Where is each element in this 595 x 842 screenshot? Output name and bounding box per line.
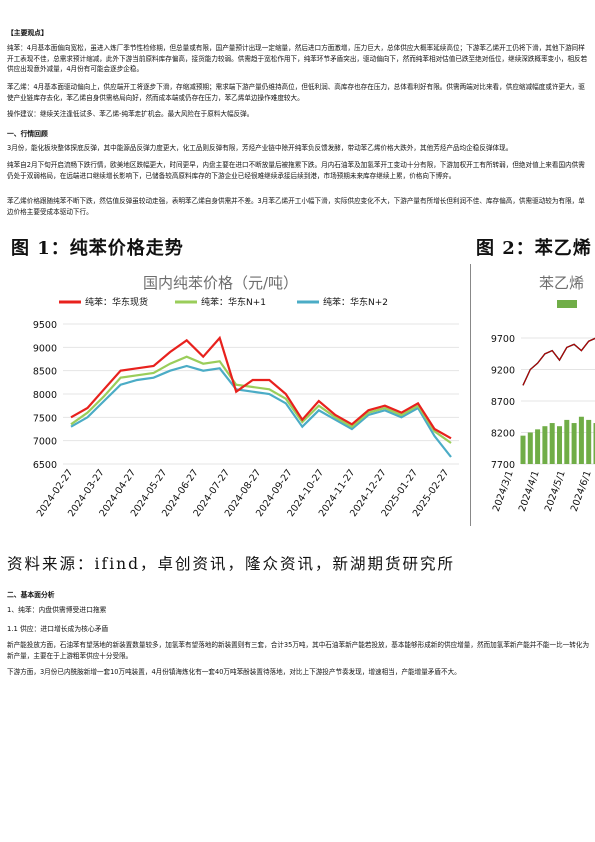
chart2-bar: [520, 435, 526, 464]
chart1-series-line: [70, 364, 452, 458]
chart2-ytick-label: 9700: [491, 334, 515, 345]
chart2-ytick-label: 8200: [491, 429, 515, 440]
chart2-xtick-label: 2024/5/1: [543, 469, 568, 513]
chart2-bar: [527, 432, 533, 464]
chart1-legend-label: 纯苯：华东现货: [85, 296, 148, 308]
chart2-bar: [557, 426, 562, 464]
chart1-ytick-label: 6500: [33, 460, 57, 471]
chart1-legend-label: 纯苯：华东N+1: [201, 296, 266, 308]
chart2-bar: [564, 419, 570, 464]
chart2-bar: [542, 426, 548, 464]
para-styrene-review: 苯乙烯价格跟随纯苯不断下跌，然估值反弹虽较动走强，表明苯乙烯自身供需并不差。3月…: [7, 197, 585, 216]
chart2-bar: [586, 419, 592, 464]
chart2-xtick-label: 2024/4/1: [517, 469, 542, 513]
chart1-series-line: [70, 355, 452, 444]
para-benzene-review: 纯苯自2月下旬开启流畅下跌行情，欧美地区跌幅更大，时间更早，内盘主要在进口不断放…: [7, 161, 585, 180]
figure2-panel: 图 2：苯乙烯 苯乙烯 7700 8200 8700 9200 9700 2024/3/1…: [470, 234, 595, 526]
chart1-series-line: [70, 335, 452, 440]
chart1-ytick-label: 8000: [33, 390, 57, 401]
para-benzene-outlook: 纯苯：4月基本面偏向宽松，虽进入炼厂季节性检修期，但总量或有限，国产量预计出现一…: [7, 44, 588, 74]
chart2-bar: [593, 423, 595, 464]
chart2-ytick-label: 7700: [491, 460, 515, 471]
para-downstream: 下游方面，3月份已内酰胺新增一套10万吨装置，4月份镇海炼化有一套40万吨苯酚装…: [7, 668, 461, 676]
chart2-legend-swatch: [557, 300, 577, 308]
figure1-panel: 图 1：纯苯价格走势 国内纯苯价格（元/吨） 6500 7000 7500 8000 8…: [7, 234, 468, 526]
chart1-ytick-label: 7000: [33, 437, 57, 448]
chart2-bar: [549, 423, 555, 464]
section1-heading: 一、行情回顾: [7, 130, 48, 138]
chart2-series-line-red: [522, 337, 595, 386]
figure-source: 资料来源：ifind，卓创资讯，隆众资讯，新湖期货研究所: [7, 555, 456, 573]
chart1-title: 国内纯苯价格（元/吨）: [143, 274, 299, 292]
para-market-review: 3月份，能化板块整体探底反弹，其中能源品反弹力度更大，化工品则反弹有限，芳烃产业…: [7, 144, 513, 152]
chart2-series-line: [522, 337, 595, 386]
key-points-heading: 【主要观点】: [7, 29, 48, 37]
chart2-ytick-label: 8700: [491, 397, 515, 408]
chart2-bar: [535, 429, 541, 464]
chart2-bar: [578, 416, 584, 464]
chart1-svg: 6500 7000 7500 8000 8500 9000 9500 纯苯：华东现货 纯苯：华东…: [33, 296, 459, 519]
chart1-ytick-label: 9500: [33, 320, 57, 331]
chart1-ytick-label: 7500: [33, 413, 57, 424]
chart2-bar: [571, 423, 577, 464]
chart2-box: 苯乙烯 7700 8200 8700 9200 9700 2024/3/1 2024/4/1…: [470, 264, 595, 526]
chart1-box: 国内纯苯价格（元/吨） 6500 7000 7500 8000 8500 9000 9500…: [7, 264, 468, 526]
figure2-title: 图 2：苯乙烯: [476, 238, 592, 259]
figure1-title: 图 1：纯苯价格走势: [11, 238, 184, 259]
chart1-legend-label: 纯苯：华东N+2: [323, 296, 388, 308]
chart2-title: 苯乙烯: [539, 274, 585, 292]
chart2-xtick-label: 2024/3/1: [491, 469, 516, 513]
chart1-ytick-label: 9000: [33, 343, 57, 354]
chart1-ytick-label: 8500: [33, 367, 57, 378]
section2-heading: 二、基本面分析: [7, 591, 55, 599]
subsection11-heading: 1.1 供应：进口增长成为核心矛盾: [7, 625, 109, 633]
para-trading-advice: 操作建议：继续关注逢低试多、苯乙烯-纯苯走扩机会。最大风险在于原料大幅反弹。: [7, 110, 254, 118]
para-new-capacity: 新产能投放方面，石油苯有望落地的新装置数量较多，加氢苯有望落地的新装置则有三套，…: [7, 641, 590, 660]
chart2-ytick-label: 9200: [491, 366, 515, 377]
para-styrene-outlook: 苯乙烯：4月基本面驱动偏向上，供应端开工将逐步下滑，存缩减预期；需求端下游产量仍…: [7, 83, 585, 102]
chart2-xtick-label: 2024/6/1: [569, 469, 594, 513]
subsection1-heading: 1、纯苯：内盘供需博受进口拖累: [7, 606, 107, 614]
